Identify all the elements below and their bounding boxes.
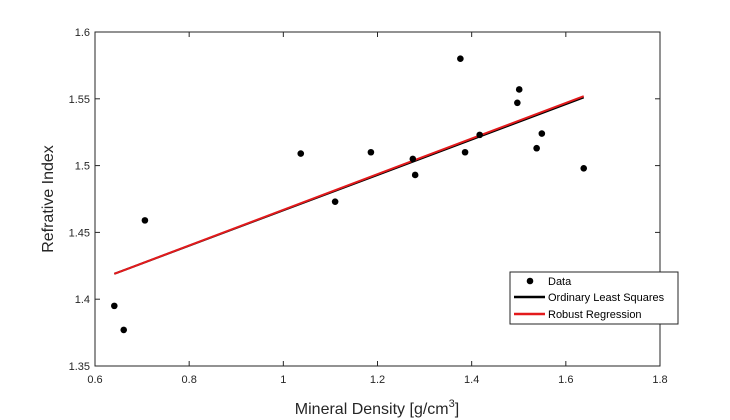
y-tick-label: 1.35 xyxy=(69,361,90,373)
data-point xyxy=(514,99,521,107)
data-point xyxy=(476,131,483,139)
data-point xyxy=(515,86,523,93)
data-point xyxy=(411,171,419,179)
x-axis-title-main: Mineral Density [g/cm xyxy=(295,401,449,418)
data-point xyxy=(409,155,417,163)
data-point xyxy=(297,150,305,157)
x-tick-label: 1.2 xyxy=(370,374,385,386)
data-point xyxy=(141,217,149,224)
data-point xyxy=(533,144,540,152)
y-axis-title: Refrative Index xyxy=(40,145,57,253)
legend: Data Ordinary Least Squares Robust Regre… xyxy=(509,271,679,325)
data-point xyxy=(461,148,469,156)
legend-label-ols: Ordinary Least Squares xyxy=(548,292,665,304)
x-tick-label: 1.8 xyxy=(652,374,667,386)
x-tick-label: 1.6 xyxy=(558,374,573,386)
data-point xyxy=(111,302,118,310)
y-tick-label: 1.45 xyxy=(69,227,90,239)
y-tick-label: 1.5 xyxy=(75,161,90,173)
data-points xyxy=(111,55,588,334)
data-point xyxy=(367,148,375,156)
x-tick-label: 0.8 xyxy=(182,374,197,386)
data-point xyxy=(331,198,339,205)
x-tick-label: 0.6 xyxy=(87,374,102,386)
y-tick-label: 1.4 xyxy=(75,294,90,306)
y-axis-ticks: 1.35 1.4 1.45 1.5 1.55 1.6 xyxy=(69,27,660,373)
y-tick-label: 1.55 xyxy=(69,94,90,106)
x-tick-label: 1.4 xyxy=(464,374,479,386)
x-axis-title-close: ] xyxy=(455,401,459,418)
legend-label-data: Data xyxy=(548,276,572,288)
data-point xyxy=(580,164,588,172)
data-point xyxy=(457,55,464,63)
regression-lines xyxy=(113,95,585,275)
x-axis-title-superscript: 3 xyxy=(449,398,455,410)
regression-line-robust-regression xyxy=(113,95,585,275)
legend-label-robust: Robust Regression xyxy=(548,309,642,321)
x-axis-title: Mineral Density [g/cm3] xyxy=(295,398,459,418)
data-point xyxy=(538,130,546,137)
y-tick-label: 1.6 xyxy=(75,27,90,39)
data-point xyxy=(120,326,128,334)
x-tick-label: 1 xyxy=(280,374,286,386)
x-axis-ticks: 0.6 0.8 1 1.2 1.4 1.6 1.8 xyxy=(87,32,668,386)
legend-marker-data xyxy=(526,277,534,285)
